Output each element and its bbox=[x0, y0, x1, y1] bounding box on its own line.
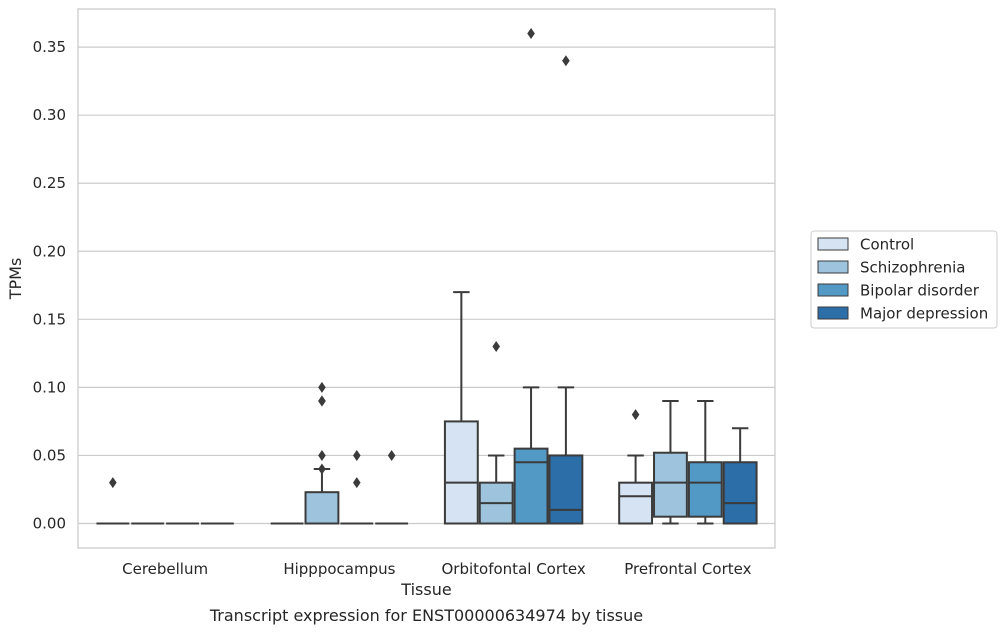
plot-frame bbox=[77, 8, 776, 549]
y-tick-label: 0.00 bbox=[33, 515, 66, 533]
box-2-1 bbox=[340, 449, 374, 525]
box-body bbox=[722, 461, 758, 525]
box-3-2 bbox=[548, 55, 584, 525]
box-plot-marks bbox=[96, 28, 758, 525]
box-body bbox=[653, 451, 688, 518]
box-2-2 bbox=[513, 28, 549, 525]
y-tick-label: 0.10 bbox=[33, 378, 66, 396]
legend-entry-label: Bipolar disorder bbox=[860, 282, 980, 300]
x-tick-label: Cerebellum bbox=[122, 560, 208, 578]
box-3-3 bbox=[722, 427, 758, 525]
x-axis-ticks: Cerebellum Hipppocampus Orbitofontal Corte… bbox=[122, 560, 751, 578]
chart-caption: Transcript expression for ENST0000063497… bbox=[209, 606, 644, 625]
box-body bbox=[618, 481, 654, 525]
box-body bbox=[548, 454, 584, 525]
grid-lines bbox=[78, 46, 775, 525]
outlier-point bbox=[318, 449, 326, 461]
box-1-3 bbox=[653, 400, 688, 525]
box-0-3 bbox=[618, 409, 654, 525]
y-axis-ticks: 0.00 0.05 0.10 0.15 0.20 0.25 0.30 0.35 bbox=[33, 38, 66, 532]
outlier-point bbox=[492, 341, 500, 353]
box-1-2 bbox=[478, 341, 514, 525]
box-plot-chart: 0.00 0.05 0.10 0.15 0.20 0.25 0.30 0.35 Cerebel… bbox=[6, 8, 998, 599]
legend-swatch bbox=[817, 237, 849, 251]
box-body bbox=[304, 491, 340, 525]
outlier-point bbox=[353, 477, 361, 489]
legend-frame bbox=[810, 230, 998, 329]
legend-entry-label: Schizophrenia bbox=[860, 259, 965, 277]
box-body bbox=[443, 420, 479, 525]
y-tick-label: 0.15 bbox=[33, 310, 66, 328]
x-tick-label: Orbitofontal Cortex bbox=[442, 560, 586, 578]
legend-entry-label: Control bbox=[860, 236, 914, 254]
x-axis-label: Tissue bbox=[400, 580, 451, 599]
box-3-1 bbox=[375, 449, 409, 525]
y-tick-label: 0.35 bbox=[33, 38, 66, 56]
outlier-point bbox=[527, 28, 535, 39]
outlier-point bbox=[318, 463, 326, 475]
legend-swatch bbox=[817, 283, 849, 297]
outlier-point bbox=[562, 55, 570, 67]
legend: Control Schizophrenia Bipolar disorder Majo… bbox=[810, 230, 998, 329]
box-0-2 bbox=[443, 291, 479, 525]
y-tick-label: 0.25 bbox=[33, 174, 66, 192]
y-tick-label: 0.30 bbox=[33, 106, 66, 124]
outlier-point bbox=[631, 409, 640, 421]
y-tick-label: 0.20 bbox=[33, 242, 66, 260]
legend-swatch bbox=[817, 306, 849, 320]
legend-entry-label: Major depression bbox=[860, 305, 988, 323]
legend-swatch bbox=[817, 260, 849, 274]
outlier-point bbox=[353, 449, 361, 461]
x-tick-label: Prefrontal Cortex bbox=[624, 560, 751, 578]
box-2-3 bbox=[687, 400, 723, 525]
outlier-point bbox=[318, 395, 326, 407]
outlier-point bbox=[318, 381, 326, 393]
box-0-0 bbox=[96, 477, 130, 525]
y-axis-label: TPMs bbox=[6, 258, 25, 301]
outlier-point bbox=[387, 449, 396, 461]
outlier-point bbox=[109, 477, 117, 489]
box-1-1 bbox=[304, 381, 340, 525]
box-body bbox=[513, 447, 549, 525]
box-body bbox=[687, 461, 723, 518]
x-tick-label: Hipppocampus bbox=[283, 560, 395, 578]
y-tick-label: 0.05 bbox=[33, 446, 66, 464]
